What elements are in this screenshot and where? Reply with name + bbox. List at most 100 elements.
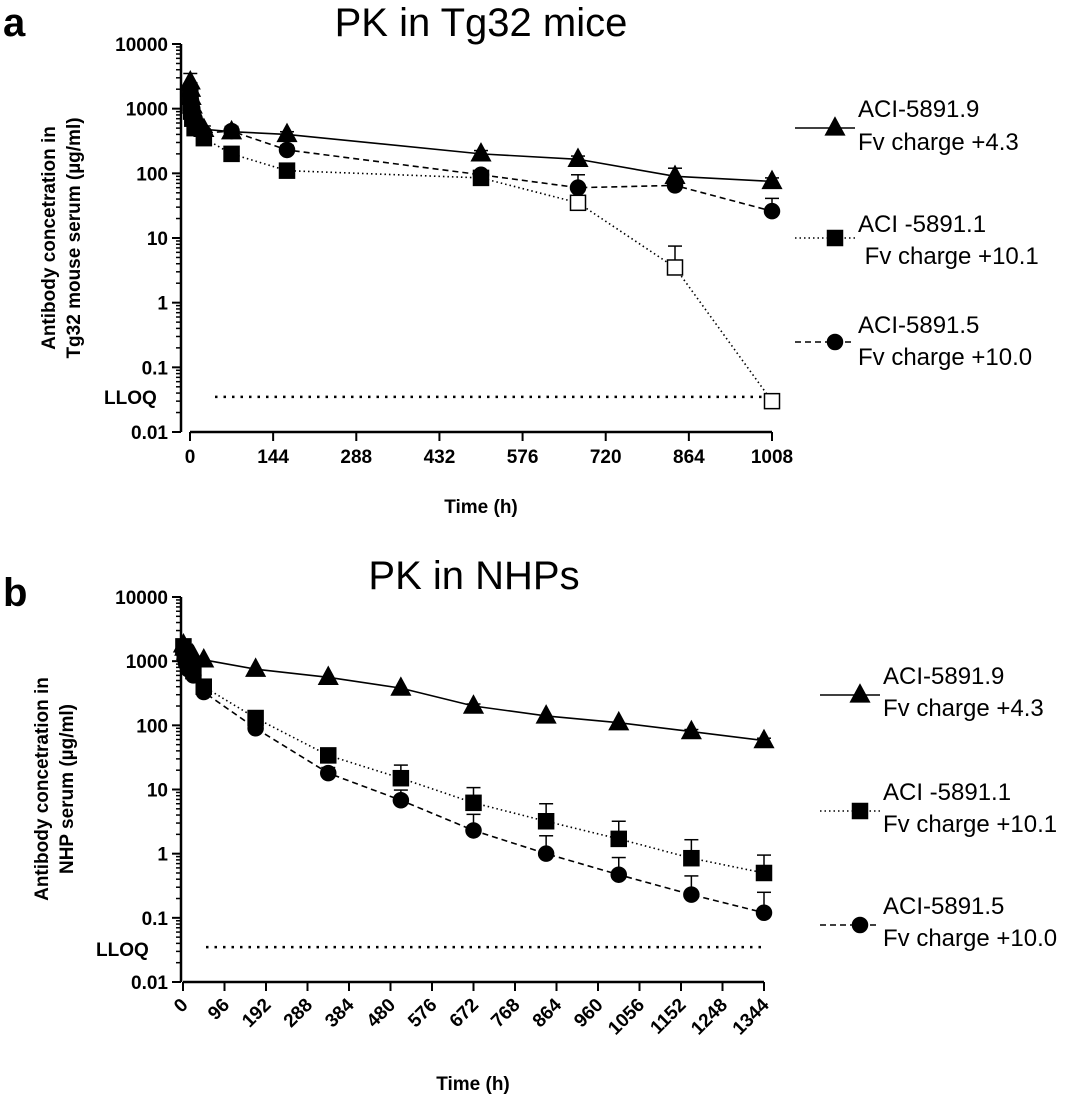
panel-b-legend-marker: [851, 916, 869, 934]
panel-a-series-line: [189, 81, 773, 183]
panel-a-legend-sub-2: Fv charge +10.0: [858, 344, 1032, 371]
panel-a-legend-name-0: ACI-5891.9: [858, 96, 979, 123]
panel-b-legend-marker: [849, 683, 871, 703]
panel-b-xtick-label: 768: [487, 995, 524, 1032]
panel-a-data-point: [666, 259, 684, 276]
panel-b-data-point: [320, 764, 337, 782]
panel-a-ytick-label: 10000: [115, 35, 168, 56]
panel-b-data-point: [537, 845, 555, 862]
panel-a-xtick-label: 0: [185, 447, 196, 468]
panel-a-lloq-label: LLOQ: [104, 388, 157, 409]
panel-b-data-point: [753, 728, 775, 749]
panel-b-xtick-label: 1248: [687, 995, 732, 1040]
panel-a-xtick-label: 288: [340, 447, 372, 468]
panel-a-title: PK in Tg32 mice: [335, 1, 628, 45]
panel-a-ytick-label: 10: [147, 229, 168, 250]
panel-a-data-point: [278, 162, 296, 179]
panel-a-legend-marker: [826, 333, 844, 351]
panel-b-data-point: [537, 813, 555, 830]
panel-b-ytick-label: 0.1: [142, 909, 169, 930]
panel-b-ylabel-line2: NHP serum (µg/ml): [57, 704, 78, 874]
panel-a-xtick-label: 144: [257, 447, 289, 468]
panel-a-data-point: [763, 392, 781, 410]
panel-b-lloq-label: LLOQ: [96, 940, 149, 961]
panel-b-xtick-label: 192: [238, 995, 275, 1032]
panel-b-legend-name-0: ACI-5891.9: [883, 663, 1004, 690]
panel-a-data-point: [472, 166, 490, 184]
panel-b-ylabel-line1: Antibody concetration in: [32, 677, 53, 901]
panel-a-plot: 0.01 0.1 1 10 100 1000 10000 0 144 288 432 576 720 86…: [115, 35, 855, 468]
panel-b-data-point: [683, 886, 700, 903]
panel-b-xtick-label: 1056: [604, 995, 649, 1040]
panel-b-data-point: [755, 904, 773, 922]
panel-b-legend-sub-2: Fv charge +10.0: [883, 925, 1057, 952]
panel-b-xtick-label: 288: [280, 995, 317, 1032]
panel-a-data-point: [569, 194, 587, 212]
panel-b-xtick-label: 96: [204, 995, 234, 1025]
panel-a-data-point: [223, 122, 240, 140]
panel-b-data-point: [317, 665, 339, 686]
panel-b-legend-marker: [851, 802, 869, 820]
panel-b-ytick-label: 10000: [115, 588, 168, 609]
panel-a-data-point: [569, 179, 587, 196]
panel-a-series-square: [182, 87, 781, 410]
panel-a-ytick-label: 1: [157, 294, 168, 315]
panel-a-ytick-label: 0.01: [131, 423, 168, 444]
panel-a-xtick-label: 720: [590, 447, 622, 468]
panel-b-data-point: [193, 648, 215, 668]
panel-b-data-point: [465, 822, 482, 839]
panel-b-legend-sub-1: Fv charge +10.1: [883, 811, 1057, 838]
panel-b-ytick-label: 0.01: [131, 973, 168, 994]
panel-b-plot: 0.01 0.1 1 10 100 1000 10000 0 96 192 288 384 480 576…: [115, 588, 880, 1039]
panel-b-xlabel: Time (h): [436, 1074, 510, 1095]
panel-a-xtick-label: 432: [424, 447, 456, 468]
panel-a-legend-name-2: ACI-5891.5: [858, 312, 979, 339]
panel-b-ytick-label: 1000: [126, 652, 168, 673]
panel-b-legend-name-1: ACI -5891.1: [883, 779, 1011, 806]
panel-a-legend-sub-0: Fv charge +4.3: [858, 129, 1019, 156]
panel-b-data-point: [320, 747, 337, 764]
panel-b-data-point: [390, 676, 412, 696]
panel-b-data-point: [610, 830, 627, 848]
panel-b-series-line: [182, 644, 765, 742]
panel-b-data-point: [608, 710, 630, 731]
panel-a-ytick-label: 1000: [126, 100, 168, 121]
panel-a-ytick-label: 100: [136, 164, 168, 185]
panel-b-xtick-label: 384: [321, 994, 359, 1032]
panel-b-data-point: [610, 866, 627, 883]
panel-b-ytick-label: 100: [136, 716, 168, 737]
panel-b-xtick-label: 672: [446, 995, 483, 1032]
panel-a-xtick-label: 864: [673, 447, 705, 468]
panel-b-data-point: [245, 657, 267, 677]
panel-a-data-point: [223, 145, 240, 163]
panel-b-series-line: [182, 651, 765, 914]
panel-b-data-point: [465, 794, 482, 812]
panel-b-data-point: [185, 667, 202, 684]
panel-b-ytick-label: 1: [157, 845, 168, 866]
panel-b-xtick-label: 576: [404, 995, 441, 1032]
panel-a-ytick-label: 0.1: [142, 358, 169, 379]
panel-a-xlabel: Time (h): [444, 497, 518, 518]
panel-a-data-point: [186, 110, 203, 127]
panel-a-legend-sub-1: Fv charge +10.1: [858, 243, 1039, 270]
panel-a-legend-name-1: ACI -5891.1: [858, 211, 986, 238]
panel-a-xtick-label: 576: [507, 447, 539, 468]
panel-a-ylabel-line2: Tg32 mouse serum (µg/ml): [64, 117, 85, 358]
panel-a-data-point: [763, 202, 781, 220]
panel-b-data-point: [195, 683, 212, 701]
panel-b-legend-name-2: ACI-5891.5: [883, 893, 1004, 920]
panel-b-series-line: [182, 646, 765, 874]
panel-b-data-point: [683, 849, 700, 867]
panel-b-legend-sub-0: Fv charge +4.3: [883, 695, 1044, 722]
panel-a-data-point: [195, 124, 213, 142]
panel-b-data-point: [392, 769, 410, 787]
panel-a-ylabel-line1: Antibody concetration in: [39, 126, 60, 350]
panel-b-letter: b: [3, 571, 27, 615]
panel-b-xtick-label: 480: [363, 995, 400, 1032]
panel-b-data-point: [247, 720, 264, 737]
panel-a-xtick-label: 1008: [751, 447, 793, 468]
panel-b-series-triangle: [172, 632, 775, 749]
panel-a-data-point: [666, 177, 684, 194]
panel-b-xtick-label: 0: [170, 995, 192, 1017]
panel-b-xtick-label: 960: [570, 995, 607, 1032]
